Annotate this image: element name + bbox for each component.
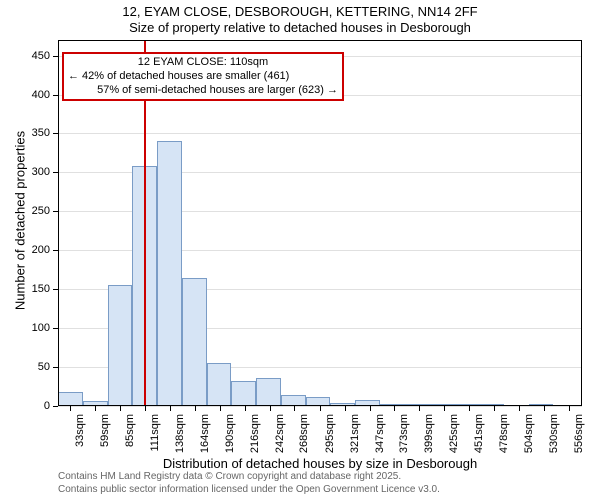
y-tick-mark	[53, 328, 58, 329]
y-tick-mark	[53, 172, 58, 173]
x-tick-label: 556sqm	[573, 414, 585, 462]
chart-title-line2: Size of property relative to detached ho…	[0, 20, 600, 35]
y-tick-label: 150	[24, 283, 50, 295]
y-tick-label: 450	[24, 50, 50, 62]
footer: Contains HM Land Registry data © Crown c…	[58, 471, 440, 496]
x-tick-label: 504sqm	[523, 414, 535, 462]
y-tick-mark	[53, 133, 58, 134]
y-tick-mark	[53, 250, 58, 251]
x-tick-label: 216sqm	[249, 414, 261, 462]
y-tick-label: 200	[24, 244, 50, 256]
y-axis-label: Number of detached properties	[13, 111, 28, 331]
x-tick-mark	[270, 406, 271, 411]
x-tick-mark	[370, 406, 371, 411]
x-tick-mark	[444, 406, 445, 411]
x-tick-mark	[394, 406, 395, 411]
x-tick-mark	[70, 406, 71, 411]
x-tick-label: 478sqm	[498, 414, 510, 462]
y-tick-mark	[53, 56, 58, 57]
property-size-chart: 12, EYAM CLOSE, DESBOROUGH, KETTERING, N…	[0, 0, 600, 500]
x-tick-label: 399sqm	[423, 414, 435, 462]
annotation-line3: 57% of semi-detached houses are larger (…	[68, 84, 338, 98]
x-tick-label: 451sqm	[473, 414, 485, 462]
x-tick-mark	[245, 406, 246, 411]
x-tick-label: 164sqm	[199, 414, 211, 462]
x-tick-label: 190sqm	[224, 414, 236, 462]
x-tick-mark	[195, 406, 196, 411]
chart-title-line1: 12, EYAM CLOSE, DESBOROUGH, KETTERING, N…	[0, 4, 600, 19]
y-tick-label: 0	[24, 400, 50, 412]
x-tick-mark	[419, 406, 420, 411]
y-tick-mark	[53, 211, 58, 212]
y-tick-label: 50	[24, 361, 50, 373]
x-tick-mark	[120, 406, 121, 411]
annotation-line1: 12 EYAM CLOSE: 110sqm	[68, 56, 338, 70]
x-tick-label: 242sqm	[274, 414, 286, 462]
y-tick-label: 400	[24, 89, 50, 101]
x-tick-label: 530sqm	[548, 414, 560, 462]
x-tick-label: 59sqm	[99, 414, 111, 462]
x-tick-mark	[569, 406, 570, 411]
x-tick-label: 321sqm	[349, 414, 361, 462]
x-tick-label: 295sqm	[324, 414, 336, 462]
footer-line1: Contains HM Land Registry data © Crown c…	[58, 471, 440, 484]
x-tick-mark	[294, 406, 295, 411]
x-tick-label: 111sqm	[149, 414, 161, 462]
x-tick-label: 33sqm	[74, 414, 86, 462]
annotation-box: 12 EYAM CLOSE: 110sqm ← 42% of detached …	[62, 52, 344, 101]
y-tick-label: 100	[24, 322, 50, 334]
x-tick-label: 347sqm	[374, 414, 386, 462]
y-tick-mark	[53, 95, 58, 96]
x-tick-mark	[544, 406, 545, 411]
x-tick-label: 138sqm	[174, 414, 186, 462]
x-tick-label: 425sqm	[448, 414, 460, 462]
x-tick-mark	[170, 406, 171, 411]
y-tick-mark	[53, 367, 58, 368]
y-tick-label: 250	[24, 205, 50, 217]
x-tick-mark	[145, 406, 146, 411]
x-tick-mark	[220, 406, 221, 411]
x-tick-label: 85sqm	[124, 414, 136, 462]
x-tick-mark	[345, 406, 346, 411]
x-tick-label: 268sqm	[298, 414, 310, 462]
footer-line2: Contains public sector information licen…	[58, 484, 440, 497]
x-tick-mark	[320, 406, 321, 411]
x-tick-mark	[469, 406, 470, 411]
y-tick-mark	[53, 289, 58, 290]
y-tick-label: 300	[24, 166, 50, 178]
annotation-line2: ← 42% of detached houses are smaller (46…	[68, 70, 338, 84]
y-tick-mark	[53, 406, 58, 407]
x-tick-mark	[95, 406, 96, 411]
y-tick-label: 350	[24, 127, 50, 139]
x-tick-label: 373sqm	[398, 414, 410, 462]
x-tick-mark	[519, 406, 520, 411]
x-tick-mark	[494, 406, 495, 411]
